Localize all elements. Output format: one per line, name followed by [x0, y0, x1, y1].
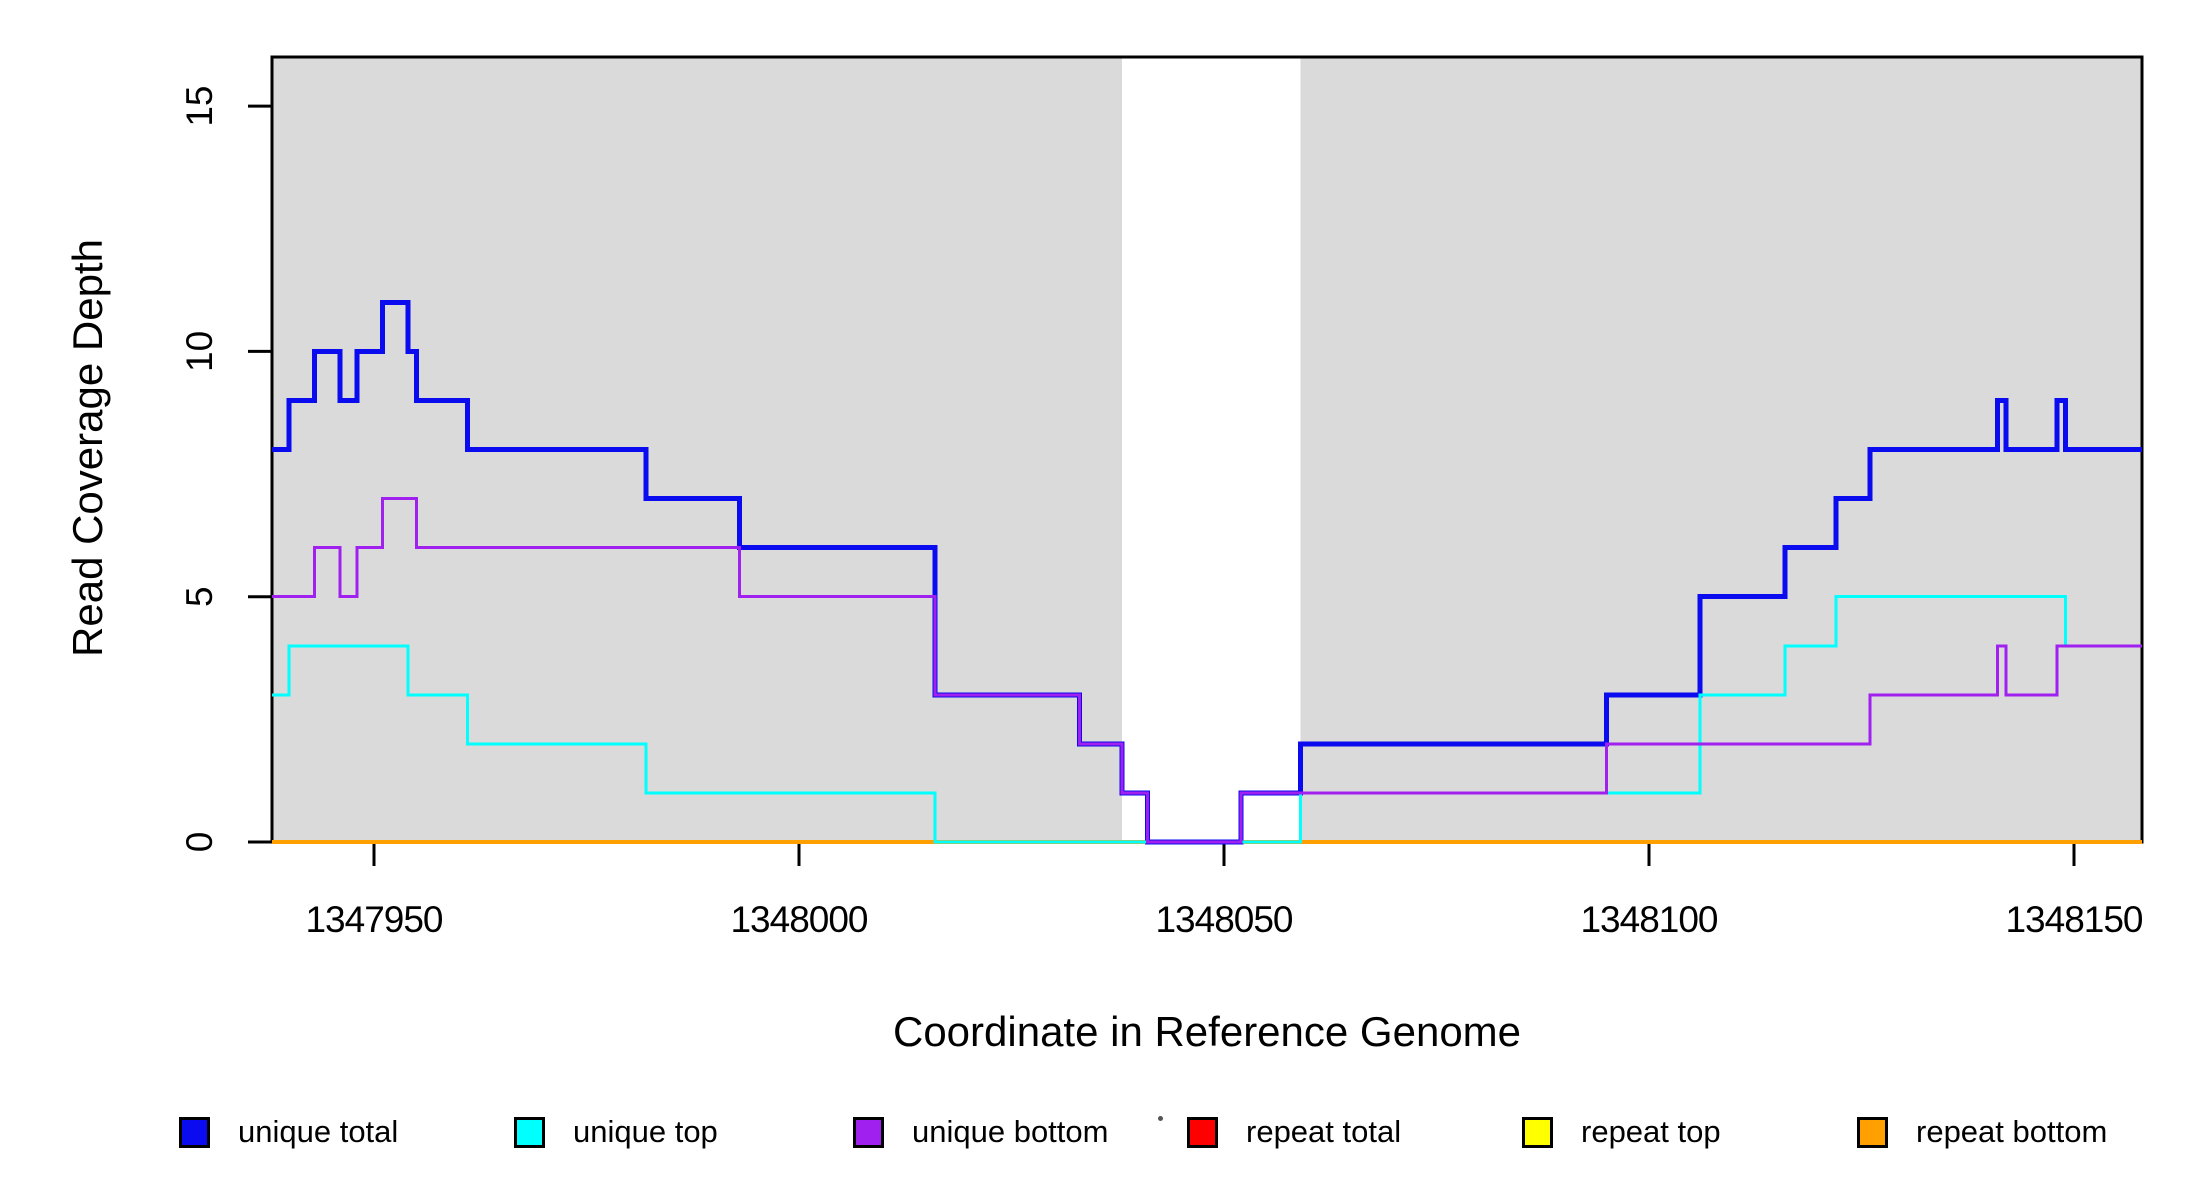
- legend-swatch-unique-bottom: [853, 1116, 884, 1148]
- legend-label-repeat-top: repeat top: [1581, 1114, 1721, 1149]
- x-tick-label: 1348050: [1155, 899, 1292, 940]
- legend-swatch-repeat-total: [1187, 1116, 1218, 1148]
- legend-label-repeat-total: repeat total: [1246, 1114, 1402, 1149]
- shaded-region: [1300, 57, 2142, 842]
- y-tick-label: 5: [179, 586, 220, 607]
- stray-dot: [1158, 1116, 1163, 1121]
- legend-item-unique-top: unique top: [514, 1112, 718, 1152]
- shaded-region: [272, 57, 1122, 842]
- legend-swatch-repeat-bottom: [1857, 1116, 1888, 1148]
- x-tick-label: 1348100: [1580, 899, 1717, 940]
- legend-label-unique-bottom: unique bottom: [912, 1114, 1109, 1149]
- legend-swatch-unique-total: [179, 1116, 210, 1148]
- legend-label-unique-top: unique top: [573, 1114, 718, 1149]
- y-tick-label: 0: [179, 832, 220, 853]
- legend-item-unique-total: unique total: [179, 1112, 398, 1152]
- legend-item-repeat-total: repeat total: [1187, 1112, 1401, 1152]
- legend-item-unique-bottom: unique bottom: [853, 1112, 1108, 1152]
- series-unique-bottom: [272, 497, 2142, 844]
- legend-label-repeat-bottom: repeat bottom: [1916, 1114, 2108, 1149]
- x-tick-label: 1347950: [305, 899, 442, 940]
- y-tick-label: 10: [179, 331, 220, 372]
- legend-item-repeat-top: repeat top: [1522, 1112, 1721, 1152]
- x-axis-title: Coordinate in Reference Genome: [892, 1008, 1522, 1055]
- y-tick-label: 15: [179, 85, 220, 126]
- x-tick-label: 1348150: [2005, 899, 2142, 940]
- y-axis-title: Read Coverage Depth: [64, 239, 111, 657]
- x-tick-label: 1348000: [730, 899, 867, 940]
- legend-swatch-repeat-top: [1522, 1116, 1553, 1148]
- legend-label-unique-total: unique total: [238, 1114, 399, 1149]
- legend-item-repeat-bottom: repeat bottom: [1857, 1112, 2107, 1152]
- series-unique-top: [272, 595, 2142, 844]
- legend-swatch-unique-top: [514, 1116, 545, 1148]
